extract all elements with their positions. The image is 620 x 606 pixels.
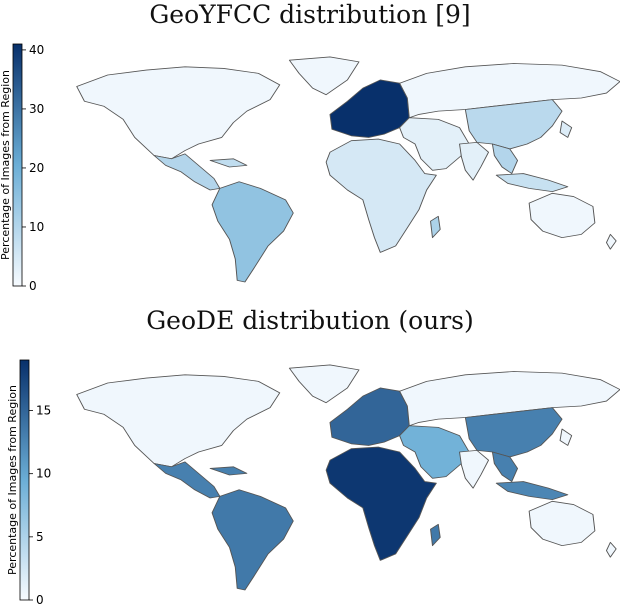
region-southeast-asia [491, 143, 519, 174]
region-indonesia [495, 481, 569, 501]
region-southeast-asia [491, 451, 519, 482]
region-madagascar [430, 523, 441, 547]
colorbar-tick-label: 5 [36, 530, 44, 544]
region-south-america [211, 181, 294, 283]
colorbar [19, 359, 30, 601]
region-east-asia [464, 99, 563, 150]
region-europe [329, 387, 410, 446]
colorbar-tick-label: 40 [29, 43, 44, 57]
panel-title-geoyfcc: GeoYFCC distribution [9] [149, 0, 471, 29]
world-map [76, 56, 620, 283]
region-west-asia [399, 425, 470, 479]
choropleth-map-geode: 0 5 10 15 Percentage of Images from Region [6, 359, 620, 606]
region-central-america [153, 461, 221, 499]
region-indonesia [495, 173, 569, 193]
region-japan [559, 428, 573, 446]
region-africa [325, 446, 437, 561]
region-caribbean [209, 158, 248, 168]
region-australia [528, 192, 596, 239]
colorbar-tick-label: 10 [36, 467, 51, 481]
colorbar-tick-label: 0 [36, 593, 44, 606]
region-central-america [153, 153, 221, 191]
colorbar [12, 43, 23, 287]
colorbar-tick-label: 15 [36, 404, 51, 418]
region-russia [399, 63, 620, 119]
region-australia [528, 500, 596, 547]
colorbar-tick-label: 10 [29, 220, 44, 234]
region-new-zealand [605, 233, 617, 250]
region-east-asia [464, 407, 563, 458]
region-north-america [76, 66, 281, 160]
region-europe [329, 79, 410, 138]
region-japan [559, 120, 573, 138]
panel-title-geode: GeoDE distribution (ours) [146, 306, 474, 335]
colorbar-tick-label: 20 [29, 161, 44, 175]
colorbar-label: Percentage of Images from Region [6, 385, 19, 575]
region-greenland [288, 56, 360, 96]
region-greenland [288, 364, 360, 404]
region-caribbean [209, 466, 248, 476]
region-madagascar [430, 215, 441, 239]
colorbar-label: Percentage of Images from Region [0, 70, 12, 260]
region-africa [325, 138, 437, 253]
region-india [459, 449, 490, 489]
colorbar-tick-label: 30 [29, 102, 44, 116]
world-map [76, 364, 620, 591]
region-north-america [76, 374, 281, 468]
region-west-asia [399, 117, 470, 171]
colorbar-tick-label: 0 [29, 279, 37, 293]
region-new-zealand [605, 541, 617, 558]
region-south-america [211, 489, 294, 591]
choropleth-map-geoyfcc: 0 10 20 30 40 Percentage of Images from Regio… [0, 43, 620, 293]
region-india [459, 141, 490, 181]
region-russia [399, 371, 620, 427]
